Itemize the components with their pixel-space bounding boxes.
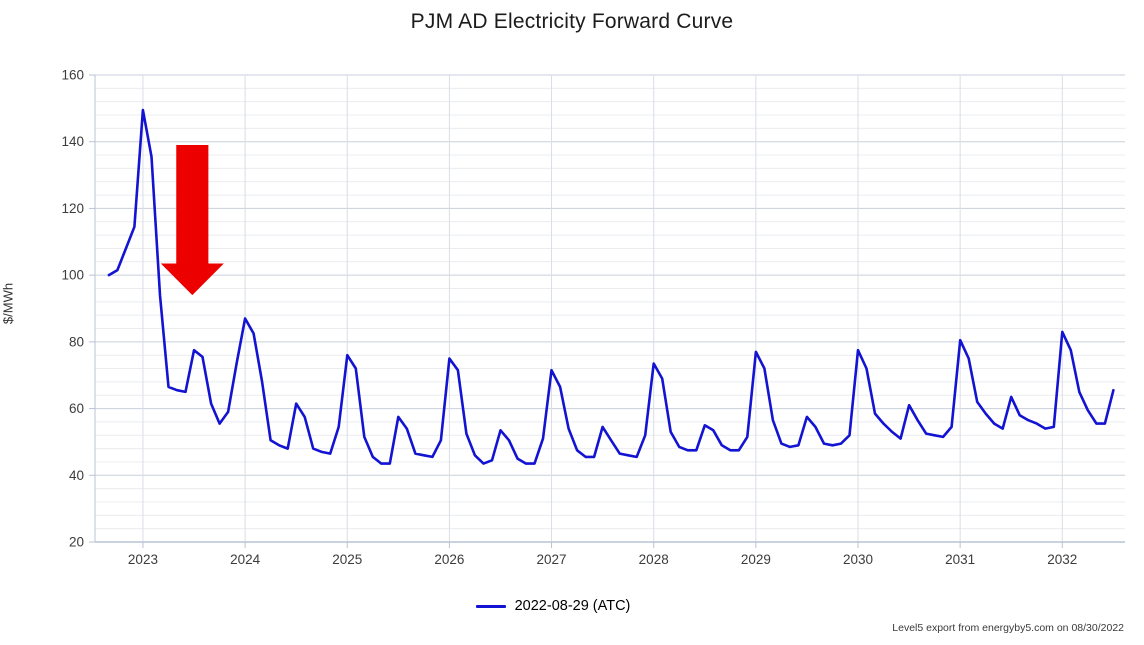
y-tick-label: 40	[69, 468, 84, 483]
x-tick-label: 2026	[434, 552, 464, 567]
legend-line-swatch	[475, 604, 506, 608]
export-note: Level5 export from energyby5.com on 08/3…	[892, 622, 1124, 634]
red-down-arrow	[160, 145, 224, 296]
legend-label: 2022-08-29 (ATC)	[514, 598, 631, 614]
x-tick-label: 2028	[639, 552, 669, 567]
y-tick-label: 80	[69, 334, 84, 349]
plot-area: 2023 2024 2025 2026 2027 2028 2029 2030 2031 2032…	[61, 68, 1125, 567]
y-tick-label: 60	[69, 401, 84, 416]
series-line	[107, 108, 1115, 465]
x-tick-label: 2023	[128, 552, 158, 567]
y-tick-label: 20	[69, 535, 84, 550]
x-tick-label: 2030	[843, 552, 873, 567]
x-tick-label: 2032	[1047, 552, 1077, 567]
x-tick-label: 2024	[230, 552, 261, 567]
axis-lines	[94, 75, 1125, 543]
grid-major	[95, 74, 1125, 476]
x-tick-label: 2031	[945, 552, 975, 567]
y-tick-label: 160	[61, 68, 84, 83]
y-tick-label: 140	[61, 134, 84, 149]
x-tick-label: 2025	[332, 552, 362, 567]
grid-minor	[95, 87, 1125, 530]
legend[interactable]: 2022-08-29 (ATC)	[0, 595, 1125, 617]
x-tick-label: 2027	[537, 552, 567, 567]
y-tick-label: 120	[61, 201, 84, 216]
y-tick-label: 100	[61, 268, 84, 283]
y-axis: 160 140 120 100 80 60 40 20	[61, 68, 95, 550]
x-tick-label: 2029	[741, 552, 771, 567]
chart-title: PJM AD Electricity Forward Curve	[410, 10, 734, 33]
x-axis: 2023 2024 2025 2026 2027 2028 2029 2030 2031 2032	[128, 75, 1077, 567]
